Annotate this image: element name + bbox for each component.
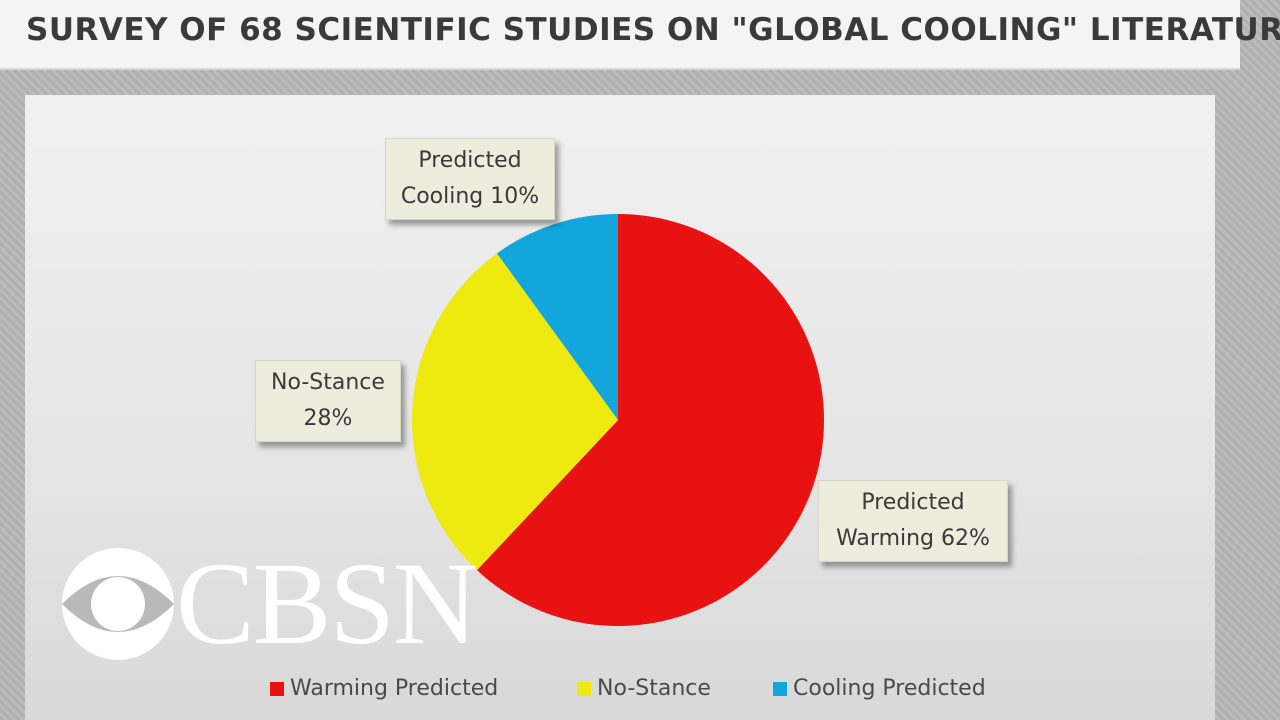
pie-slice	[496, 214, 618, 420]
legend-swatch	[773, 682, 787, 696]
data-label: Predicted Cooling 10%	[385, 138, 555, 220]
banner-title: SURVEY OF 68 SCIENTIFIC STUDIES ON "GLOB…	[26, 12, 1280, 48]
pie-slice	[412, 253, 618, 571]
legend-swatch	[577, 682, 591, 696]
legend-label: Cooling Predicted	[793, 676, 986, 701]
legend-label: No-Stance	[597, 676, 711, 701]
logo: CBSN	[176, 538, 478, 669]
pie-slice	[476, 214, 824, 626]
data-label: No-Stance 28%	[255, 360, 401, 442]
legend-label: Warming Predicted	[290, 676, 499, 701]
data-label: Predicted Warming 62%	[818, 480, 1008, 562]
legend-swatch	[270, 682, 284, 696]
banner: SURVEY OF 68 SCIENTIFIC STUDIES ON "GLOB…	[0, 0, 1280, 70]
